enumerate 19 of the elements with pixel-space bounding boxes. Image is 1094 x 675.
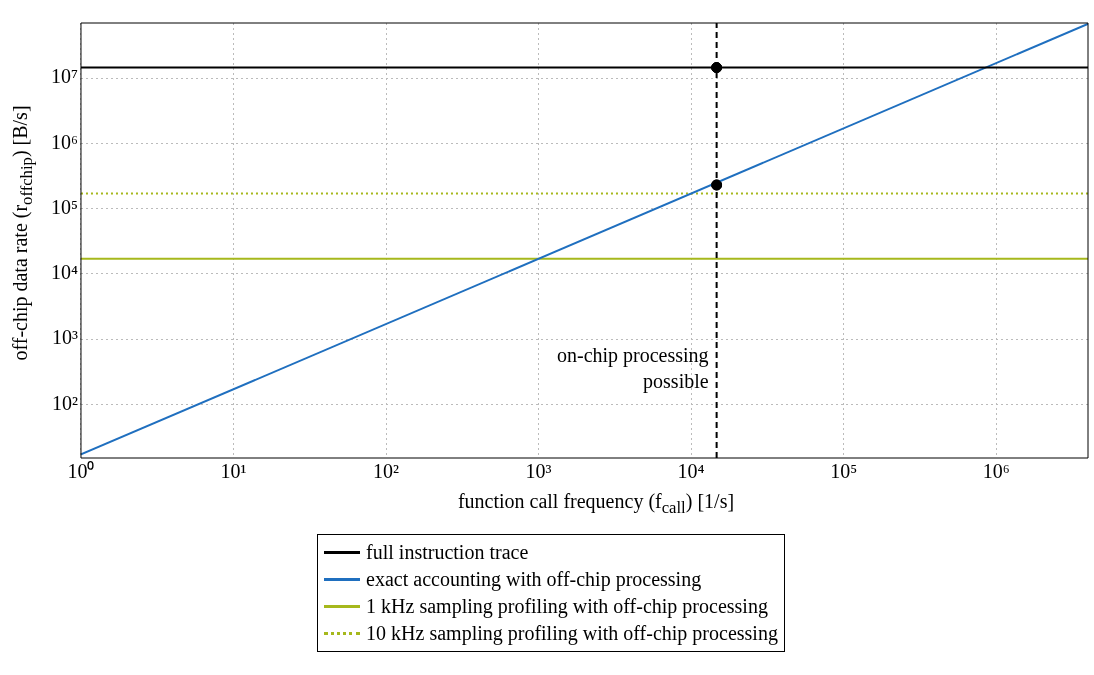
- y-tick-label: 10⁴: [50, 261, 78, 284]
- x-tick-label: 10²: [373, 460, 400, 483]
- legend-label: 1 kHz sampling profiling with off-chip processing: [366, 594, 768, 620]
- x-tick-label: 10⁶: [982, 460, 1010, 483]
- x-tick-label: 10¹: [220, 460, 247, 483]
- y-tick-label: 10⁷: [50, 65, 78, 88]
- legend-label: full instruction trace: [366, 540, 529, 565]
- y-tick-label: 10⁵: [50, 195, 78, 218]
- y-tick-label: 10²: [51, 391, 78, 414]
- annotation: on-chip processing possible: [556, 344, 709, 394]
- legend-label: 10 kHz sampling profiling with off-chip processing: [366, 621, 778, 647]
- y-tick-label: 10⁶: [50, 130, 78, 153]
- x-tick-label: 10⁰: [67, 460, 95, 483]
- x-tick-label: 10⁴: [677, 460, 705, 483]
- x-tick-label: 10³: [525, 460, 552, 483]
- y-tick-label: 10³: [51, 326, 78, 349]
- x-tick-label: 10⁵: [830, 460, 858, 483]
- x-axis-title: function call frequency (f$_{call}$) [1/s]: [456, 490, 736, 518]
- legend-label: exact accounting with off-chip processing: [366, 567, 702, 593]
